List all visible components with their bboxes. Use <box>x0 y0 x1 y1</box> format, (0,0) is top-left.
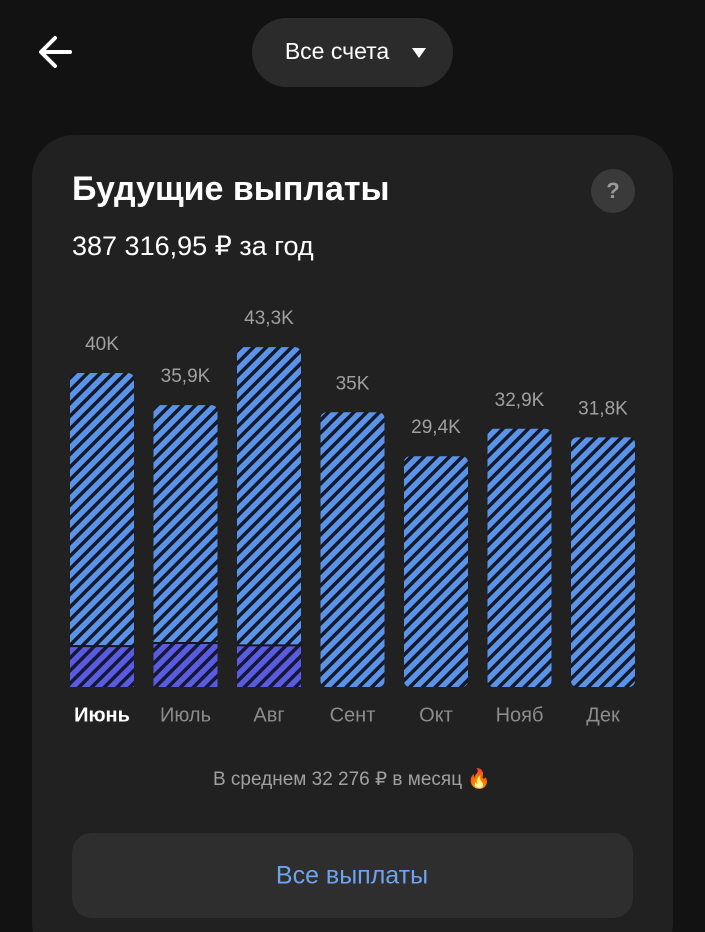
account-selector[interactable]: Все счета <box>252 18 453 87</box>
x-tick-label: Окт <box>419 704 453 726</box>
x-tick-label: Сент <box>330 704 376 726</box>
bar <box>487 428 552 687</box>
card-title: Будущие выплаты <box>72 170 390 208</box>
value-label: 35K <box>336 373 370 394</box>
back-arrow[interactable] <box>39 36 72 68</box>
bar <box>153 405 218 687</box>
value-label: 31,8K <box>578 398 628 419</box>
total: 387 316,95 ₽ за год <box>72 231 314 261</box>
help-icon[interactable]: ? <box>606 178 619 203</box>
x-tick-label: Июль <box>160 704 211 726</box>
all-payouts-label[interactable]: Все выплаты <box>276 862 428 890</box>
x-tick-label: Авг <box>253 704 284 726</box>
bar-overlay <box>153 643 218 687</box>
dropdown-icon[interactable] <box>412 48 426 58</box>
x-tick-label: Дек <box>586 704 620 726</box>
bar <box>320 412 385 687</box>
value-label: 32,9K <box>495 390 545 411</box>
value-label: 29,4K <box>411 417 461 438</box>
average: В среднем 32 276 ₽ в месяц 🔥 <box>213 767 491 790</box>
bar <box>237 347 301 687</box>
chart: 40K Июнь 35,9K Июль 43,3K Авг 35K Сент 29,4K Окт 3… <box>70 308 635 726</box>
value-label: 43,3K <box>244 308 294 329</box>
back-button[interactable] <box>39 36 72 68</box>
value-label: 35,9K <box>161 366 211 387</box>
x-tick-label: Июнь <box>74 704 130 726</box>
x-tick-label: Нояб <box>496 704 544 726</box>
bar <box>70 373 134 687</box>
value-label: 40K <box>85 334 119 355</box>
help-button[interactable] <box>591 169 635 213</box>
bar <box>571 437 635 687</box>
account-label[interactable]: Все счета <box>285 38 390 64</box>
bar <box>404 456 468 687</box>
bar-overlay <box>70 646 134 687</box>
account-pill[interactable] <box>252 18 453 87</box>
bar-overlay <box>237 645 301 687</box>
all-payouts-button[interactable] <box>72 833 633 918</box>
